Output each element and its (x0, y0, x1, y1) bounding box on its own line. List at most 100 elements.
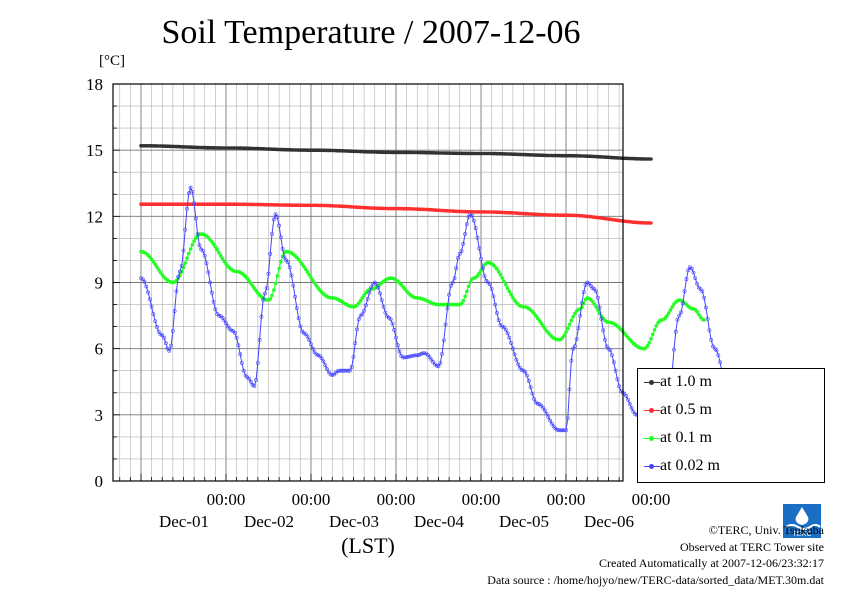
x-axis: 00:00 Dec-01 00:00 Dec-02 00:00 Dec-03 00:00 De… (119, 474, 671, 531)
data-point (493, 302, 498, 307)
data-point (670, 305, 675, 309)
data-point (254, 378, 259, 382)
data-point (298, 259, 303, 264)
legend-item-01m: at 0.1 m (638, 429, 824, 451)
data-point (571, 314, 575, 319)
data-point (270, 232, 274, 236)
data-point (151, 312, 156, 317)
data-point (695, 309, 699, 314)
data-point (174, 289, 179, 294)
y-axis-unit: [°C] (99, 53, 125, 69)
data-point (564, 330, 568, 334)
data-point (649, 157, 653, 161)
data-point (346, 368, 351, 373)
data-point (511, 346, 515, 351)
data-point (300, 262, 304, 266)
series-at-0-5-m (139, 202, 653, 225)
data-point (441, 338, 446, 343)
data-point (443, 322, 448, 327)
data-point (417, 353, 421, 357)
data-point (303, 332, 308, 337)
data-point (220, 256, 225, 261)
data-point (287, 265, 292, 270)
data-point (422, 351, 427, 356)
data-point (601, 328, 606, 333)
data-point (702, 295, 707, 300)
data-point (448, 283, 453, 288)
data-point (477, 246, 482, 251)
data-point (163, 341, 168, 346)
data-point (277, 266, 281, 271)
data-point (665, 314, 669, 318)
data-point (351, 354, 356, 359)
data-point (358, 298, 363, 303)
data-point (512, 352, 517, 357)
data-point (679, 310, 684, 315)
data-point (186, 191, 191, 196)
data-point (388, 317, 393, 322)
data-point (415, 353, 420, 358)
data-point (505, 286, 510, 291)
data-point (511, 295, 515, 300)
data-point (539, 321, 544, 326)
data-point (562, 428, 567, 433)
legend-label: at 1.0 m (660, 373, 712, 390)
data-point (190, 189, 195, 194)
data-point (404, 355, 409, 360)
credit-source: Data source : /home/hojyo/new/TERC-data/… (487, 572, 824, 587)
data-point (250, 283, 255, 288)
data-point (220, 315, 225, 320)
data-point (466, 214, 471, 219)
data-point (218, 253, 223, 258)
legend-label: at 0.5 m (660, 401, 712, 418)
data-point (195, 232, 200, 236)
data-point (523, 370, 528, 374)
data-point (282, 255, 287, 260)
data-point (206, 270, 211, 275)
data-point (470, 213, 475, 218)
x-axis-unit: (LST) (341, 533, 395, 558)
x-tick-date-label: Dec-03 (329, 512, 379, 531)
data-point (494, 311, 499, 315)
y-tick-label: 0 (95, 472, 104, 491)
data-point (574, 337, 579, 341)
data-point (208, 280, 213, 285)
data-point (183, 227, 188, 232)
data-point (301, 331, 306, 336)
data-point (309, 342, 313, 347)
data-point (594, 289, 599, 294)
y-tick-label: 6 (95, 340, 104, 359)
data-point (238, 352, 243, 357)
data-point (302, 264, 306, 269)
data-point (542, 408, 547, 413)
data-point (569, 318, 574, 323)
data-point (158, 270, 163, 275)
data-point (650, 332, 655, 337)
data-point (307, 272, 312, 277)
data-point (649, 336, 653, 341)
data-point (279, 259, 283, 264)
data-point (170, 329, 175, 333)
data-point (456, 256, 460, 260)
data-point (252, 384, 257, 389)
data-point (254, 288, 258, 293)
data-point (525, 373, 529, 378)
data-point (594, 305, 598, 309)
data-point (466, 284, 471, 289)
data-point (151, 259, 156, 264)
data-point (514, 357, 519, 362)
data-point (217, 250, 221, 255)
x-tick-date-label: Dec-04 (414, 512, 465, 531)
data-point (369, 285, 374, 290)
data-point (668, 308, 673, 312)
data-point (626, 397, 630, 402)
data-point (347, 368, 352, 373)
x-tick-time-label: 00:00 (632, 490, 671, 509)
data-point (298, 324, 303, 329)
data-point (509, 341, 514, 345)
data-point (438, 361, 443, 366)
data-point (222, 259, 226, 264)
data-point (691, 270, 696, 275)
data-point (434, 363, 439, 368)
data-point (147, 297, 152, 302)
